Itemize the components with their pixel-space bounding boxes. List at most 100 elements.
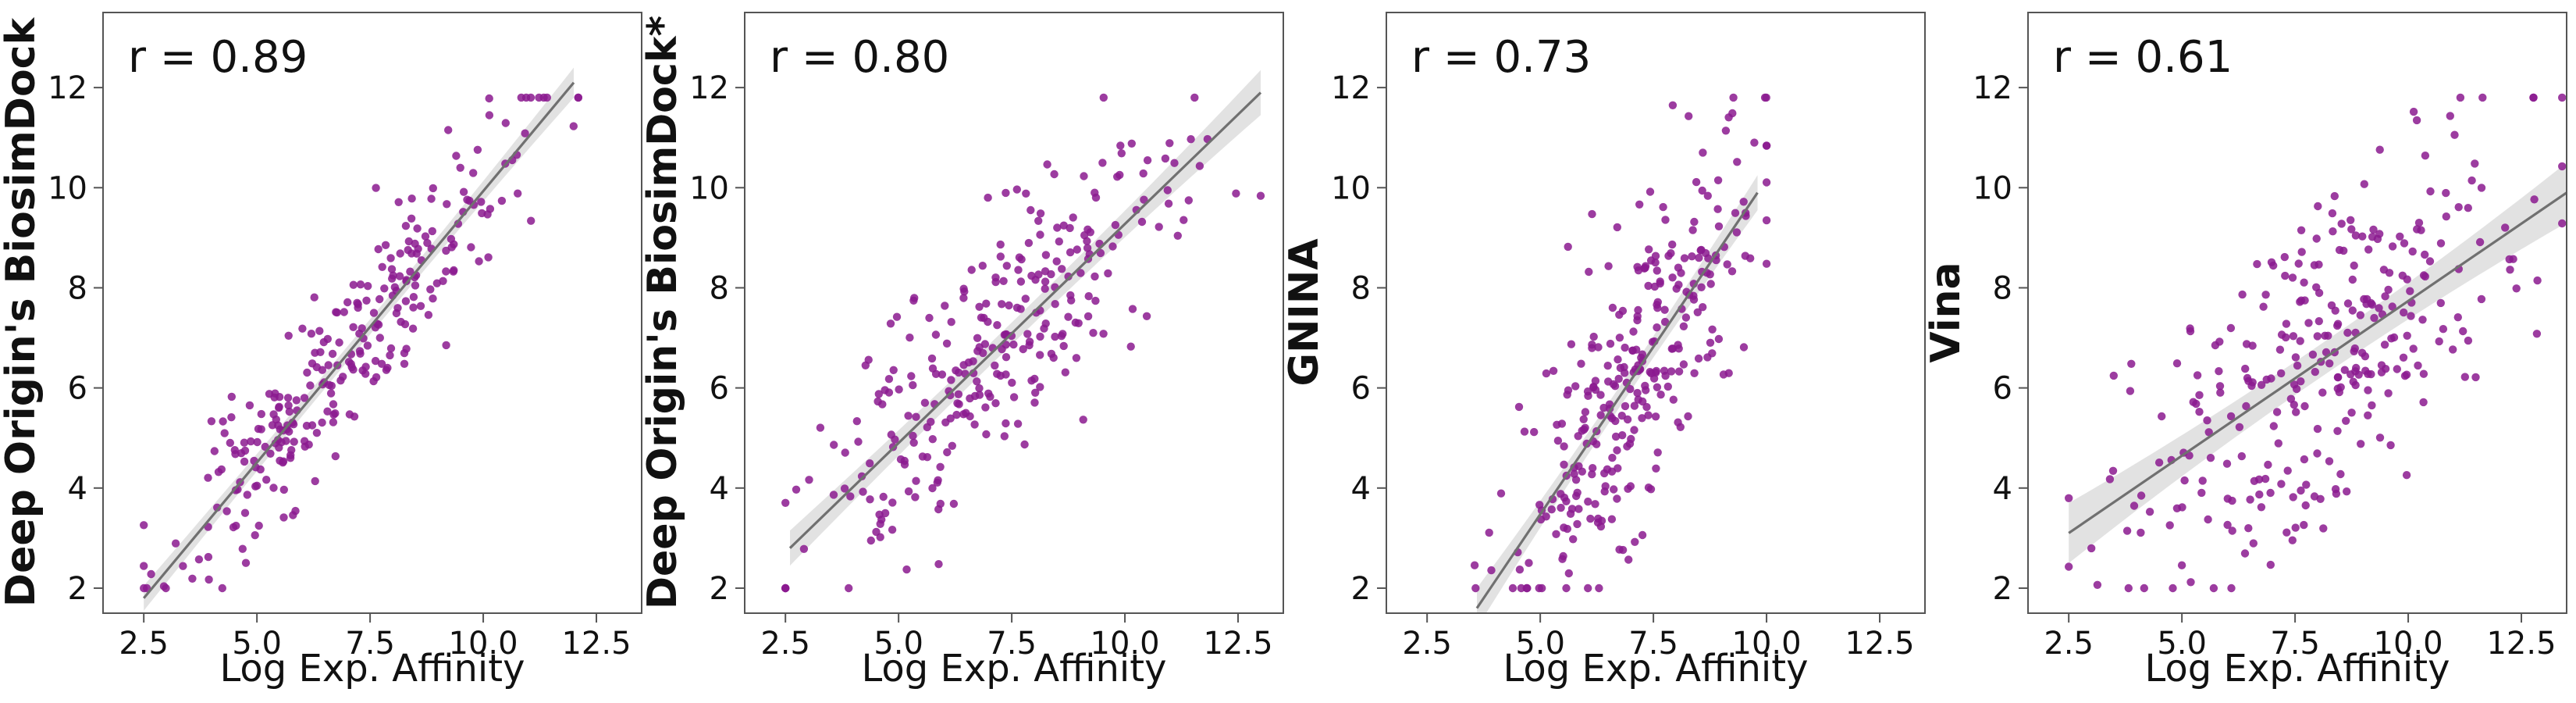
data-point: [1762, 178, 1771, 187]
data-point: [996, 240, 1005, 249]
data-point: [2435, 337, 2443, 346]
data-point: [311, 476, 319, 486]
data-point: [2253, 259, 2261, 269]
data-point: [1714, 334, 1724, 344]
data-point: [973, 334, 982, 342]
data-point: [1076, 269, 1085, 277]
data-point: [2266, 560, 2275, 569]
data-point: [204, 552, 213, 562]
data-point: [2324, 331, 2332, 340]
data-point: [371, 356, 380, 366]
data-point: [319, 337, 328, 347]
data-point: [2414, 219, 2424, 227]
correlation-label: r = 0.80: [770, 32, 949, 83]
data-point: [1762, 259, 1771, 268]
data-point: [315, 327, 324, 335]
data-point: [1646, 256, 1656, 265]
data-point: [973, 377, 981, 386]
data-point: [2226, 412, 2236, 421]
data-point: [1693, 308, 1702, 316]
data-point: [2158, 412, 2166, 421]
y-tick-label: 6: [710, 371, 729, 407]
data-point: [866, 459, 874, 468]
data-point: [920, 398, 930, 407]
y-tick-label: 8: [710, 270, 729, 306]
data-point: [2400, 308, 2408, 317]
data-point: [875, 510, 884, 519]
data-point: [900, 460, 909, 469]
data-point: [1115, 170, 1124, 180]
y-tick-label: 10: [689, 170, 729, 206]
data-point: [1659, 202, 1667, 212]
regression-line: [2068, 191, 2567, 534]
data-point: [1708, 349, 1717, 358]
data-point: [569, 122, 578, 130]
data-point: [349, 323, 358, 331]
x-tick-label: 12.5: [2486, 626, 2556, 662]
data-point: [1530, 427, 1539, 437]
data-point: [954, 390, 963, 398]
data-point: [218, 583, 226, 593]
data-point: [2471, 159, 2479, 168]
regression-line: [142, 81, 575, 599]
data-point: [866, 495, 874, 504]
data-point: [2370, 313, 2379, 323]
data-point: [2314, 202, 2322, 211]
data-point: [478, 209, 486, 218]
data-point: [2192, 399, 2201, 409]
data-point: [364, 282, 372, 291]
data-point: [2215, 367, 2223, 376]
data-point: [2414, 361, 2422, 370]
data-point: [1699, 148, 1707, 157]
data-point: [2475, 237, 2485, 247]
data-point: [140, 521, 148, 530]
y-tick-label: 8: [68, 270, 87, 306]
data-point: [2300, 455, 2309, 464]
data-point: [941, 302, 949, 310]
data-point: [2347, 225, 2356, 234]
data-point: [310, 293, 318, 302]
data-point: [1041, 251, 1051, 259]
data-point: [1083, 244, 1092, 252]
data-point: [308, 359, 317, 368]
data-point: [1577, 359, 1585, 368]
data-point: [188, 574, 197, 583]
data-point: [2350, 344, 2359, 353]
data-point: [254, 521, 263, 530]
data-point: [1661, 216, 1670, 224]
data-point: [2319, 524, 2328, 533]
data-point: [1613, 494, 1621, 503]
data-point: [886, 319, 895, 328]
data-point: [459, 187, 468, 196]
data-point: [220, 429, 229, 437]
data-point: [394, 198, 403, 206]
data-point: [1026, 205, 1035, 215]
y-tick-label: 12: [1331, 70, 1371, 106]
data-point: [227, 413, 236, 422]
data-point: [1589, 383, 1598, 392]
data-point: [1008, 378, 1016, 387]
data-point: [1649, 374, 1659, 383]
data-point: [1072, 354, 1081, 362]
data-point: [2222, 459, 2232, 468]
data-point: [2206, 454, 2215, 462]
data-point: [2129, 501, 2139, 510]
data-point: [2529, 93, 2538, 102]
data-point: [1574, 505, 1583, 513]
data-point: [1596, 411, 1605, 419]
data-point: [978, 262, 987, 270]
data-point: [355, 347, 365, 355]
data-point: [2351, 380, 2360, 390]
data-point: [1163, 186, 1172, 194]
data-point: [2280, 252, 2289, 262]
data-point: [1515, 566, 1525, 574]
data-point: [1066, 291, 1075, 300]
data-point: [1002, 353, 1011, 362]
data-point: [1727, 267, 1737, 276]
data-point: [2364, 386, 2372, 394]
data-point: [1706, 338, 1715, 347]
data-point: [884, 375, 894, 384]
data-point: [1739, 343, 1749, 352]
data-point: [2277, 480, 2286, 488]
y-tick-label: 6: [68, 371, 87, 407]
